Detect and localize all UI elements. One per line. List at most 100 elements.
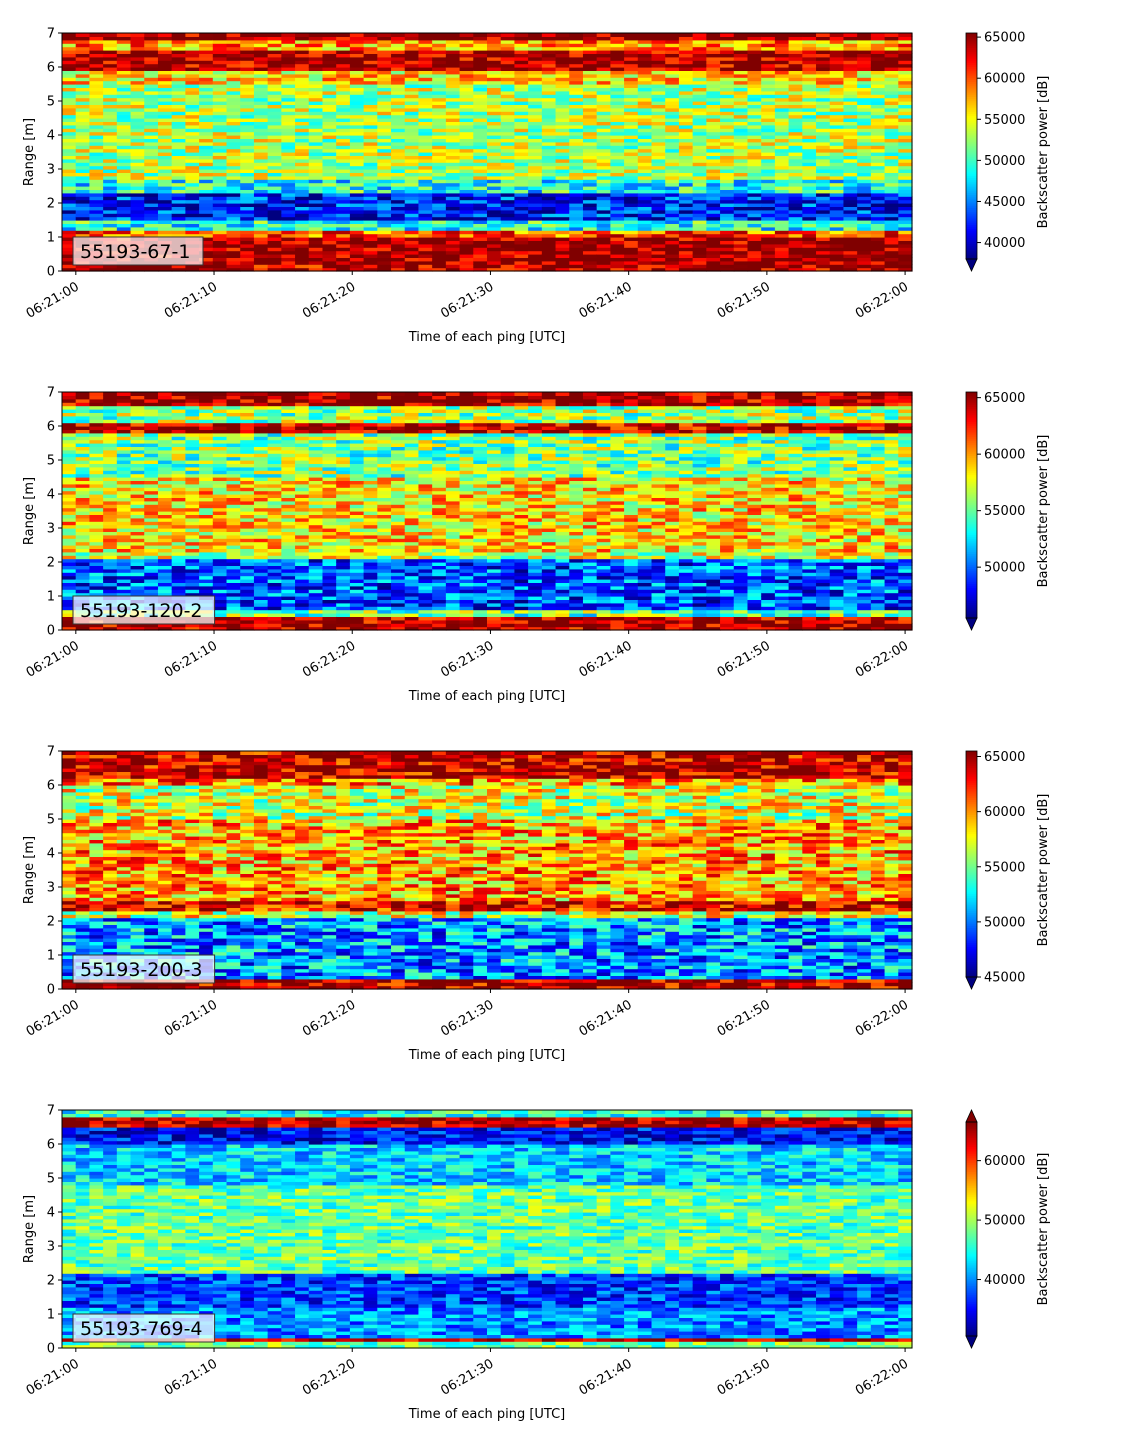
heatmap-cell — [610, 250, 625, 255]
heatmap-cell — [89, 43, 104, 48]
heatmap-cell — [884, 128, 899, 133]
heatmap-cell — [130, 456, 145, 461]
heatmap-cell — [500, 203, 516, 207]
heatmap-cell — [349, 189, 365, 194]
heatmap-cell — [761, 250, 776, 255]
heatmap-cell — [596, 196, 611, 201]
heatmap-cell — [637, 196, 653, 201]
heatmap-cell — [528, 36, 543, 41]
heatmap-cell — [322, 196, 337, 201]
heatmap-cell — [322, 87, 337, 92]
heatmap-cell — [89, 46, 104, 51]
heatmap-cell — [473, 138, 488, 143]
heatmap-cell — [103, 46, 118, 51]
heatmap-cell — [884, 141, 899, 146]
heatmap-cell — [706, 213, 721, 218]
heatmap-cell — [75, 216, 91, 221]
heatmap-cell — [445, 175, 461, 180]
heatmap-cell — [267, 209, 282, 214]
heatmap-cell — [624, 39, 639, 44]
heatmap-cell — [75, 165, 91, 170]
heatmap-cell — [212, 199, 228, 204]
heatmap-cell — [212, 60, 228, 65]
heatmap-cell — [391, 148, 406, 153]
heatmap-cell — [857, 250, 872, 255]
heatmap-cell — [308, 73, 324, 78]
heatmap-cell — [212, 33, 228, 37]
heatmap-cell — [774, 63, 790, 68]
heatmap-cell — [267, 162, 282, 167]
heatmap-cell — [788, 118, 803, 122]
heatmap-cell — [89, 545, 104, 549]
heatmap-cell — [391, 216, 406, 221]
heatmap-cell — [432, 101, 447, 105]
heatmap-cell — [569, 90, 584, 95]
heatmap-cell — [391, 192, 406, 197]
heatmap-cell — [870, 73, 886, 78]
heatmap-cell — [226, 247, 241, 252]
heatmap-cell — [678, 33, 694, 37]
heatmap-cell — [62, 466, 77, 471]
heatmap-cell — [75, 436, 91, 441]
heatmap-cell — [363, 60, 378, 65]
heatmap-cell — [555, 226, 570, 231]
heatmap-cell — [706, 90, 721, 95]
heatmap-cell — [445, 216, 461, 221]
heatmap-cell — [130, 443, 145, 447]
heatmap-cell — [596, 80, 611, 85]
heatmap-cell — [89, 439, 104, 444]
heatmap-cell — [829, 260, 845, 265]
heatmap-cell — [528, 107, 543, 112]
heatmap-cell — [144, 507, 159, 512]
heatmap-cell — [391, 67, 406, 71]
heatmap-cell — [610, 254, 625, 258]
heatmap-cell — [432, 97, 447, 102]
heatmap-cell — [500, 254, 516, 258]
heatmap-cell — [75, 585, 91, 590]
heatmap-cell — [377, 179, 392, 184]
heatmap-cell — [199, 196, 214, 201]
heatmap-cell — [596, 243, 611, 248]
heatmap-cell — [89, 623, 104, 628]
heatmap-cell — [487, 114, 502, 119]
heatmap-cell — [857, 73, 872, 78]
heatmap-cell — [582, 121, 598, 126]
heatmap-cell — [720, 254, 735, 258]
heatmap-cell — [720, 220, 735, 224]
heatmap-cell — [487, 186, 502, 190]
heatmap-cell — [404, 206, 420, 211]
heatmap-cell — [843, 138, 858, 143]
heatmap-cell — [432, 77, 447, 82]
heatmap-cell — [116, 230, 132, 235]
heatmap-cell — [295, 169, 310, 173]
heatmap-cell — [473, 80, 488, 85]
heatmap-cell — [733, 135, 749, 139]
heatmap-cell — [802, 158, 817, 163]
heatmap-cell — [308, 107, 324, 112]
heatmap-cell — [281, 67, 296, 71]
heatmap-cell — [788, 247, 803, 252]
heatmap-cell — [89, 470, 104, 475]
heatmap-cell — [487, 243, 502, 248]
heatmap-cell — [391, 182, 406, 187]
heatmap-cell — [391, 80, 406, 85]
heatmap-cell — [62, 158, 77, 163]
heatmap-cell — [692, 80, 707, 85]
heatmap-cell — [432, 199, 447, 204]
heatmap-cell — [226, 257, 241, 262]
heatmap-cell — [487, 182, 502, 187]
heatmap-cell — [678, 155, 694, 160]
heatmap-cell — [884, 213, 899, 218]
y-tick-label: 7 — [47, 27, 55, 42]
heatmap-cell — [747, 90, 762, 95]
heatmap-cell — [706, 243, 721, 248]
heatmap-cell — [747, 114, 762, 119]
heatmap-cell — [185, 90, 200, 95]
heatmap-cell — [144, 46, 159, 51]
heatmap-cell — [75, 124, 91, 129]
heatmap-cell — [747, 162, 762, 167]
heatmap-cell — [308, 169, 324, 173]
heatmap-cell — [295, 267, 310, 272]
heatmap-cell — [843, 247, 858, 252]
heatmap-cell — [706, 128, 721, 133]
